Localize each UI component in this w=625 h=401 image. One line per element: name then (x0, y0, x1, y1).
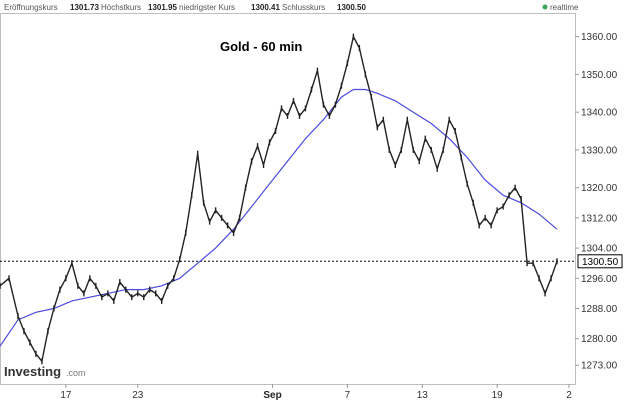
high-label: Höchstkurs (101, 3, 141, 12)
investing-logo-suffix: .com (66, 368, 86, 378)
y-tick-label: 1312.00 (581, 213, 618, 224)
y-tick-label: 1330.00 (581, 145, 618, 156)
x-tick-label: 13 (417, 390, 429, 401)
low-label: niedrigster Kurs (179, 3, 235, 12)
y-tick-label: 1304.00 (581, 244, 618, 255)
x-tick-label: 23 (132, 390, 144, 401)
x-tick-label: Sep (263, 390, 281, 401)
y-tick-label: 1350.00 (581, 70, 618, 81)
high-value: 1301.95 (148, 3, 177, 12)
close-label: Schlusskurs (282, 3, 325, 12)
plot-area (0, 13, 576, 385)
x-tick-label: 17 (60, 390, 72, 401)
chart-title: Gold - 60 min (220, 39, 302, 54)
close-value: 1300.50 (337, 3, 366, 12)
low-value: 1300.41 (251, 3, 280, 12)
y-tick-label: 1340.00 (581, 108, 618, 119)
open-label: Eröffnungskurs (4, 3, 58, 12)
y-tick-label: 1273.00 (581, 361, 618, 372)
open-value: 1301.73 (70, 3, 99, 12)
x-axis: 17 23 Sep 7 13 19 2 (60, 384, 572, 401)
investing-logo-text: Investing (4, 364, 61, 379)
x-tick-label: 7 (345, 390, 351, 401)
realtime-badge: realtime (542, 3, 579, 12)
y-tick-label: 1280.00 (581, 334, 618, 345)
y-tick-label: 1320.00 (581, 183, 618, 194)
y-tick-label: 1296.00 (581, 274, 618, 285)
x-tick-label: 19 (492, 390, 504, 401)
ohlc-header: Eröffnungskurs 1301.73 Höchstkurs 1301.9… (4, 3, 366, 12)
investing-logo: Investing .com (4, 364, 86, 379)
price-series (0, 33, 558, 365)
last-price-tag-box (577, 254, 623, 269)
realtime-dot-icon (542, 4, 548, 10)
y-axis: 1360.00 1350.00 1340.00 1330.00 1320.00 1312.… (575, 32, 618, 372)
x-tick-label: 2 (566, 390, 572, 401)
y-tick-label: 1288.00 (581, 304, 618, 315)
moving-average-line (0, 88, 558, 347)
last-price-tag: 1300.50 (577, 254, 623, 269)
y-tick-label: 1360.00 (581, 32, 618, 43)
realtime-label: realtime (550, 3, 579, 12)
last-price-tag-label: 1300.50 (582, 257, 619, 268)
